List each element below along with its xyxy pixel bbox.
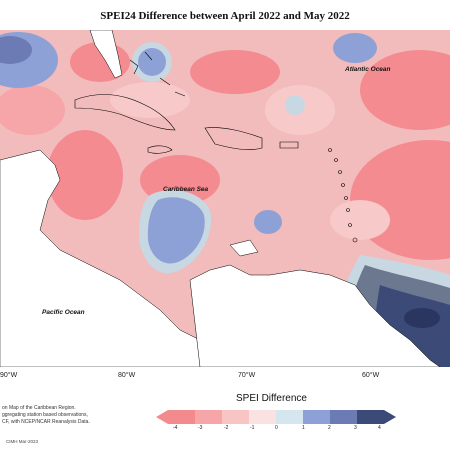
legend-colorbar: [156, 410, 396, 424]
wet-atlantic-north: [333, 33, 377, 63]
legend-tick--2: -2: [224, 425, 229, 431]
land-florida: [89, 30, 123, 79]
legend-arrow-left: [156, 410, 168, 424]
legend-swatch-6: [303, 410, 330, 424]
map-canvas: [0, 30, 450, 367]
label-pacific-ocean: Pacific Ocean: [42, 309, 85, 316]
legend-tick-3: 3: [354, 425, 357, 431]
tick-70w: 70°W: [238, 372, 256, 379]
legend-tick--4: -4: [173, 425, 178, 431]
wet-bahamas: [138, 48, 166, 76]
legend-tick--3: -3: [198, 425, 203, 431]
dry-region-ne: [360, 50, 450, 130]
bahamas-islands: [129, 51, 186, 97]
legend-swatch-8: [357, 410, 384, 424]
legend-swatch-2: [195, 410, 222, 424]
tick-80w: 80°W: [118, 372, 136, 379]
legend-tick--1: -1: [250, 425, 255, 431]
island-puerto-rico: [279, 141, 299, 149]
wet-se-core: [404, 308, 440, 328]
legend-swatch-7: [330, 410, 357, 424]
legend-swatch-1: [168, 410, 195, 424]
legend-swatch-4: [249, 410, 276, 424]
spei-map: [0, 30, 450, 367]
wet-small-south: [254, 210, 282, 234]
wet-caribbean: [147, 197, 205, 264]
legend-tick-0: 0: [275, 425, 278, 431]
land-paraguana: [229, 239, 259, 257]
label-caribbean-sea: Caribbean Sea: [163, 186, 209, 193]
tick-60w: 60°W: [362, 372, 380, 379]
map-title: SPEI24 Difference between April 2022 and…: [100, 10, 350, 22]
note-line-3: CF, with NCEP/NCAR Reanalysis Data.: [2, 419, 90, 425]
wet-core-nw: [0, 36, 32, 64]
legend-tick-1: 1: [302, 425, 305, 431]
tick-90w: 90°W: [0, 372, 18, 379]
land-south-america: [189, 264, 441, 367]
light-region-3: [330, 200, 390, 240]
legend-swatch-5: [276, 410, 303, 424]
dry-region-yucatan: [47, 130, 123, 220]
legend-title: SPEI Difference: [236, 393, 307, 404]
wet-small-atlantic: [285, 95, 305, 115]
note-line-1: on Map of the Caribbean Region.: [2, 405, 76, 411]
legend-swatch-3: [222, 410, 249, 424]
dry-region-gulf: [0, 85, 65, 135]
island-hispaniola: [204, 127, 263, 150]
island-cuba: [74, 94, 176, 131]
island-jamaica: [147, 145, 173, 154]
label-atlantic-ocean: Atlantic Ocean: [345, 66, 391, 73]
legend-tick-2: 2: [328, 425, 331, 431]
lesser-antilles: [328, 148, 358, 243]
dry-region-north: [190, 50, 280, 94]
light-region-2: [110, 82, 190, 118]
legend-arrow-right: [384, 410, 396, 424]
legend-tick-4: 4: [378, 425, 381, 431]
note-line-2: ggregating station based observations,: [2, 412, 88, 418]
credit: CIMH Mar-2023: [6, 439, 39, 444]
